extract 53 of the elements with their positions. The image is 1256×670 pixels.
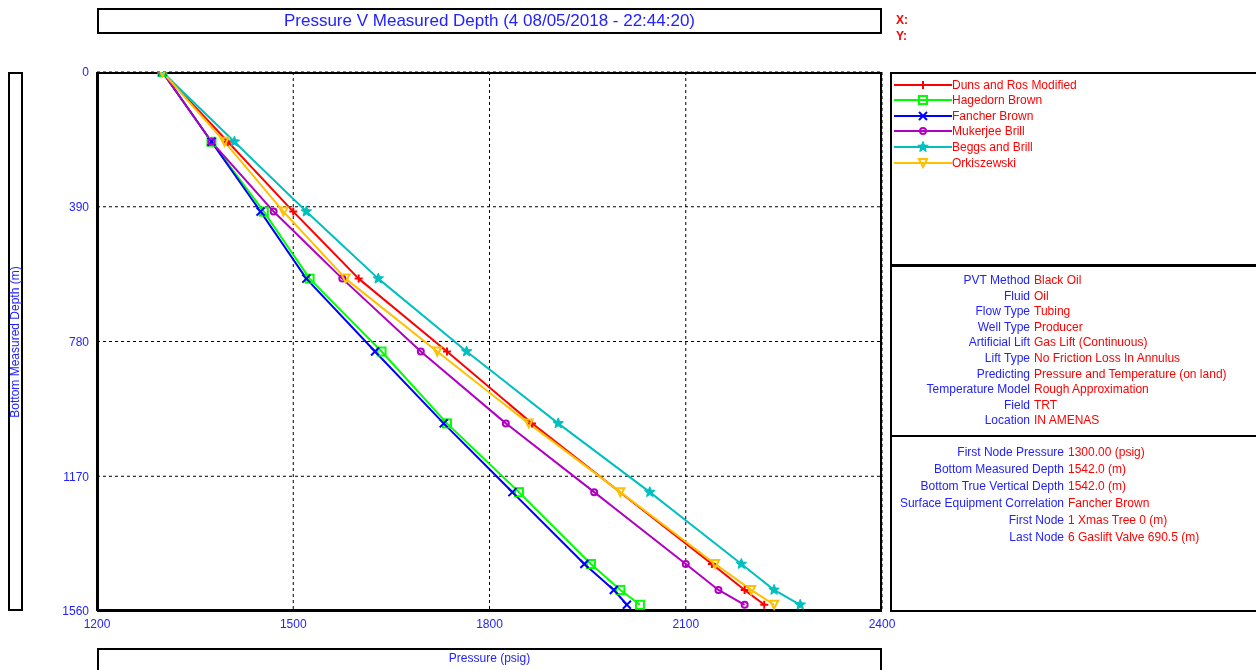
- text: Artificial Lift: [967, 335, 1030, 350]
- text: Pressure and Temperature (on land): [1034, 366, 1227, 381]
- legend-label: Hagedorn Brown: [952, 93, 1043, 108]
- text: 1300.00 (psig): [1068, 445, 1145, 459]
- y-axis-title: Bottom Measured Depth (m): [8, 266, 22, 418]
- y-tick-label: 1560: [62, 604, 90, 619]
- text: Bottom Measured Depth: [932, 462, 1064, 476]
- text: Surface Equipment Correlation: [898, 496, 1064, 510]
- text: Tubing: [1034, 304, 1071, 319]
- text: First Node Pressure: [956, 445, 1064, 459]
- legend-label: Fancher Brown: [952, 108, 1034, 123]
- x-tick-label: 1500: [279, 616, 307, 631]
- y-tick-label: 1170: [63, 469, 90, 484]
- text: Bottom True Vertical Depth: [919, 479, 1064, 493]
- text: Field: [1003, 397, 1030, 412]
- text: Well Type: [976, 319, 1030, 334]
- text: 1 Xmas Tree 0 (m): [1068, 513, 1168, 527]
- text: Fancher Brown: [1068, 496, 1150, 510]
- x-tick-label: 2100: [672, 616, 700, 631]
- text: 1542.0 (m): [1068, 479, 1127, 493]
- text: Gas Lift (Continuous): [1034, 335, 1148, 350]
- text: First Node: [1007, 513, 1064, 527]
- text: No Friction Loss In Annulus: [1034, 351, 1181, 365]
- x-tick-label: 1800: [476, 616, 504, 631]
- text: Oil: [1034, 288, 1049, 303]
- text: 1542.0 (m): [1068, 462, 1127, 476]
- chart-title: Pressure V Measured Depth (4 08/05/2018 - 22:44:20): [97, 8, 882, 34]
- text: Lift Type: [983, 351, 1030, 365]
- legend-label: Beggs and Brill: [952, 139, 1033, 154]
- text: IN AMENAS: [1034, 413, 1100, 428]
- text: TRT: [1034, 397, 1058, 412]
- y-tick-label: 0: [82, 65, 90, 80]
- y-tick-label: 390: [68, 200, 90, 215]
- legend-label: Orkiszewski: [952, 155, 1017, 170]
- text: Predicting: [975, 366, 1030, 381]
- text: Black Oil: [1034, 273, 1082, 287]
- text: Fluid: [1003, 288, 1030, 303]
- x-tick-label: 1200: [83, 616, 111, 631]
- y-tick-label: 780: [68, 334, 90, 349]
- text: Rough Approximation: [1034, 382, 1149, 397]
- text: PVT Method: [962, 273, 1030, 287]
- text: Y:: [896, 29, 908, 43]
- text: 6 Gaslift Valve 690.5 (m): [1068, 530, 1200, 544]
- legend-label: Mukerjee Brill: [952, 124, 1025, 139]
- text: Location: [983, 413, 1030, 428]
- x-tick-label: 2400: [868, 616, 896, 631]
- text: Temperature Model: [925, 382, 1030, 397]
- x-axis-title: Pressure (psig): [97, 648, 882, 670]
- legend-label: Duns and Ros Modified: [952, 77, 1077, 92]
- text: X:: [896, 13, 908, 27]
- text: Producer: [1034, 319, 1083, 334]
- text: Last Node: [1008, 530, 1064, 544]
- text: Flow Type: [974, 304, 1030, 319]
